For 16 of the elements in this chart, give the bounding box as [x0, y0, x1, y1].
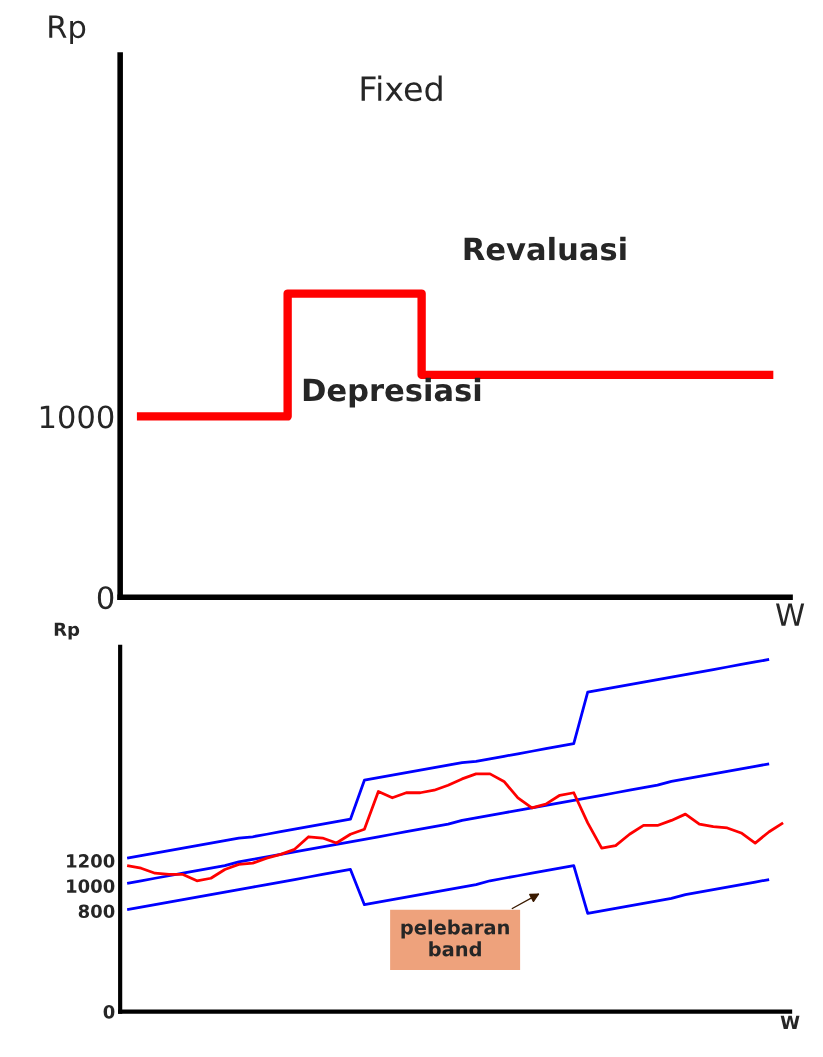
- x-axis-title: W: [775, 603, 805, 626]
- annotation: pelebaran band: [401, 919, 509, 957]
- y-tick-label: 1000: [40, 405, 114, 429]
- y-tick-label: 0: [97, 586, 114, 610]
- text: Fixed: [361, 75, 442, 102]
- y-axis-title: Rp: [54, 622, 80, 640]
- y-tick-label: 1000: [67, 879, 115, 893]
- y-tick-label: 800: [78, 904, 115, 919]
- y-tick-label: 0: [103, 1005, 115, 1019]
- line-series: [125, 864, 771, 915]
- annotation: Depresiasi: [303, 377, 481, 408]
- line-series: [125, 658, 771, 860]
- annotation: Revaluasi: [464, 236, 626, 261]
- x-axis-title: W: [780, 1015, 800, 1029]
- y-axis-title: Rp: [49, 15, 86, 45]
- y-tick-label: 1200: [67, 854, 115, 868]
